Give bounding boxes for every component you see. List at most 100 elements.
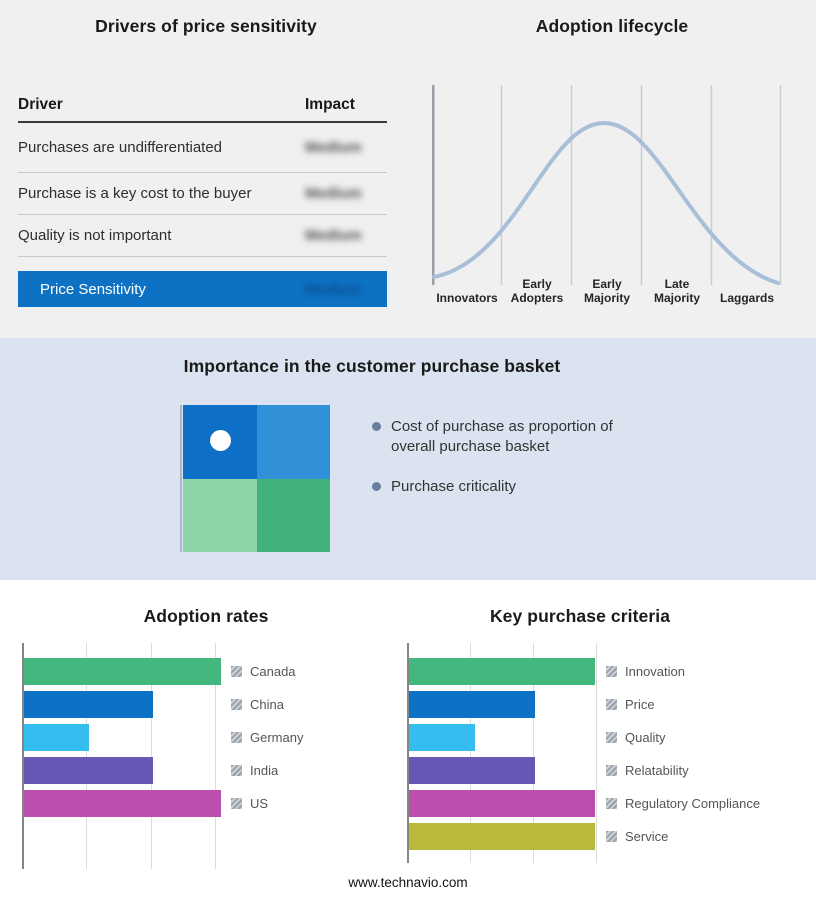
table-row: Purchase is a key cost to the buyer Medi… [18, 173, 387, 215]
gridline [151, 643, 152, 869]
purchase-basket-quadrant [183, 405, 330, 552]
gridline [596, 643, 597, 863]
legend-swatch-icon [231, 666, 242, 677]
legend-swatch-icon [231, 732, 242, 743]
drivers-title: Drivers of price sensitivity [95, 16, 317, 36]
footer: www.technavio.com [0, 875, 816, 890]
lifecycle-stage-labels: Innovators Early Adopters Early Majority… [432, 276, 782, 306]
bar-relatability [409, 757, 535, 784]
y-axis [407, 643, 409, 863]
basket-title: Importance in the customer purchase bask… [183, 356, 561, 376]
footer-link[interactable]: www.technavio.com [348, 875, 468, 890]
table-row: Purchases are undifferentiated Medium [18, 123, 387, 173]
legend-label: Innovation [625, 664, 685, 679]
legend-swatch-icon [231, 765, 242, 776]
table-row: Quality is not important Medium [18, 215, 387, 257]
legend-item: Service [606, 829, 668, 844]
legend-label: Service [625, 829, 669, 844]
stage-label: Early Majority [583, 277, 630, 306]
legend-label: Germany [250, 730, 304, 745]
legend-swatch-icon [231, 798, 242, 809]
quadrant-cell-top-left [183, 405, 257, 479]
bar-canada [24, 658, 221, 685]
lifecycle-title: Adoption lifecycle [535, 16, 689, 36]
bar-us [24, 790, 221, 817]
legend-item: Relatability [606, 763, 689, 778]
impact-column-header: Impact [305, 95, 355, 113]
legend-label: China [250, 697, 284, 712]
bar-innovation [409, 658, 595, 685]
legend-item: China [231, 697, 284, 712]
legend-swatch-icon [231, 699, 242, 710]
legend-label: Quality [625, 730, 666, 745]
legend-swatch-icon [606, 732, 617, 743]
adoption-legend: Canada China Germany India US [231, 643, 401, 869]
bar-china [24, 691, 153, 718]
legend-item: India [231, 763, 278, 778]
legend-swatch-icon [606, 831, 617, 842]
stage-label: Late Majority [653, 277, 700, 306]
driver-cell: Quality is not important [18, 227, 172, 244]
quadrant-cell-top-right [256, 405, 330, 479]
gridline [86, 643, 87, 869]
quadrant-cell-bottom-left [183, 478, 257, 552]
drivers-table-header: Driver Impact [18, 88, 387, 123]
gridline [215, 643, 216, 869]
impact-cell: Medium [305, 227, 362, 244]
bar-price [409, 691, 535, 718]
legend-item: Quality [606, 730, 665, 745]
price-sensitivity-impact: Medium [305, 280, 362, 298]
lifecycle-curve [432, 120, 780, 285]
adoption-rates-title: Adoption rates [143, 606, 269, 626]
basket-bullet-list: Cost of purchase as proportion of overal… [372, 417, 652, 516]
legend-item: US [231, 796, 268, 811]
impact-cell: Medium [305, 185, 362, 202]
bar-service [409, 823, 595, 850]
list-item: Purchase criticality [372, 477, 652, 497]
price-sensitivity-label: Price Sensitivity [40, 280, 146, 298]
legend-item: Germany [231, 730, 303, 745]
driver-cell: Purchase is a key cost to the buyer [18, 185, 252, 202]
bar-germany [24, 724, 89, 751]
stage-label: Innovators [436, 291, 498, 306]
legend-label: Canada [250, 664, 296, 679]
quadrant-axis [180, 405, 182, 552]
quad-marker-dot-icon [210, 430, 231, 451]
legend-swatch-icon [606, 699, 617, 710]
criteria-legend: Innovation Price Quality Relatability Re… [606, 643, 816, 863]
list-item: Cost of purchase as proportion of overal… [372, 417, 652, 458]
adoption-lifecycle-chart [432, 85, 782, 285]
legend-label: Regulatory Compliance [625, 796, 761, 811]
legend-item: Price [606, 697, 655, 712]
bullet-text: Purchase criticality [391, 477, 517, 495]
impact-cell: Medium [305, 139, 362, 156]
legend-label: Relatability [625, 763, 689, 778]
legend-label: Price [625, 697, 655, 712]
y-axis [22, 643, 24, 869]
legend-item: Regulatory Compliance [606, 796, 760, 811]
legend-item: Innovation [606, 664, 685, 679]
key-purchase-criteria-title: Key purchase criteria [489, 606, 671, 626]
legend-label: India [250, 763, 279, 778]
drivers-table: Driver Impact Purchases are undifferenti… [18, 88, 387, 307]
gridline [470, 643, 471, 863]
driver-column-header: Driver [18, 95, 63, 113]
mid-band [0, 338, 816, 580]
legend-label: US [250, 796, 269, 811]
bar-india [24, 757, 153, 784]
adoption-rates-plot [22, 643, 254, 869]
driver-cell: Purchases are undifferentiated [18, 139, 223, 156]
legend-swatch-icon [606, 666, 617, 677]
quadrant-cell-bottom-right [256, 478, 330, 552]
stage-label: Laggards [719, 291, 774, 306]
legend-swatch-icon [606, 765, 617, 776]
legend-item: Canada [231, 664, 296, 679]
legend-swatch-icon [606, 798, 617, 809]
bullet-icon [372, 422, 381, 431]
stage-label: Early Adopters [510, 277, 564, 306]
bar-quality [409, 724, 475, 751]
bar-regulatory-compliance [409, 790, 595, 817]
bullet-text: Cost of purchase as proportion of overal… [391, 418, 613, 456]
key-purchase-criteria-plot [407, 643, 607, 863]
